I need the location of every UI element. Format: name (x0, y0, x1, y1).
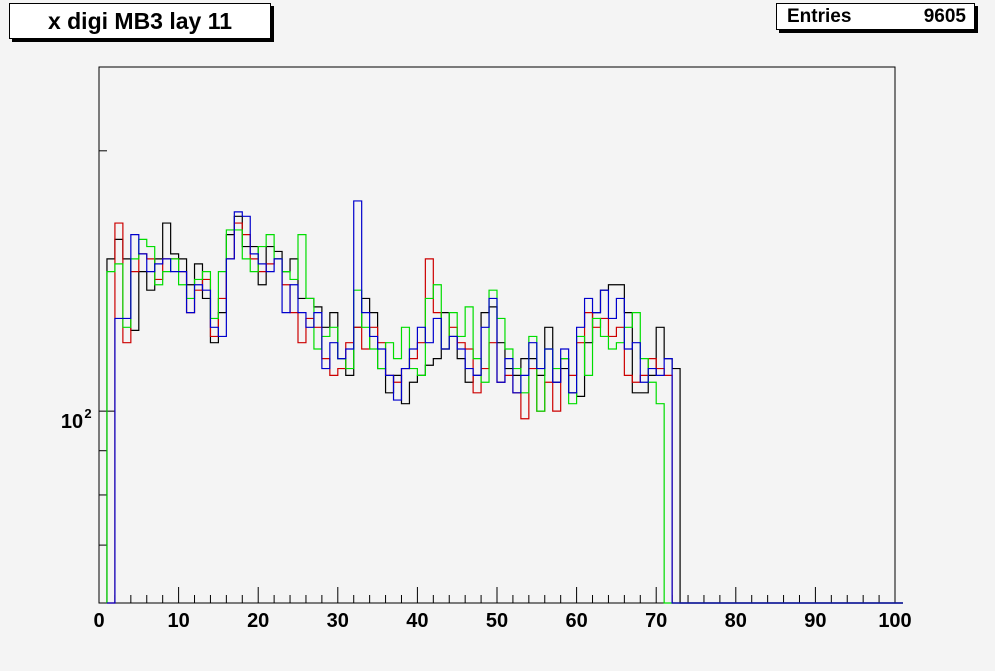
axis-ticks (98, 150, 896, 604)
series-line (106, 200, 903, 604)
x-tick-label: 60 (565, 610, 587, 632)
x-tick-label: 0 (93, 610, 104, 632)
x-tick-label: 40 (406, 610, 428, 632)
histogram-title: x digi MB3 lay 11 (9, 3, 271, 39)
x-tick-label: 50 (486, 610, 508, 632)
x-tick-label: 20 (247, 610, 269, 632)
series-layer (106, 200, 903, 604)
stats-entries-label: Entries (787, 5, 852, 27)
y-tick-label: 10 (61, 411, 83, 433)
stats-box: Entries 9605 (776, 3, 975, 30)
x-tick-label: 100 (878, 610, 911, 632)
stats-entries-value: 9605 (923, 5, 966, 27)
x-tick-label: 90 (804, 610, 826, 632)
x-tick-label: 70 (645, 610, 667, 632)
x-tick-label: 10 (167, 610, 189, 632)
y-tick-exponent: 2 (84, 406, 91, 421)
x-tick-label: 30 (327, 610, 349, 632)
x-tick-label: 80 (725, 610, 747, 632)
